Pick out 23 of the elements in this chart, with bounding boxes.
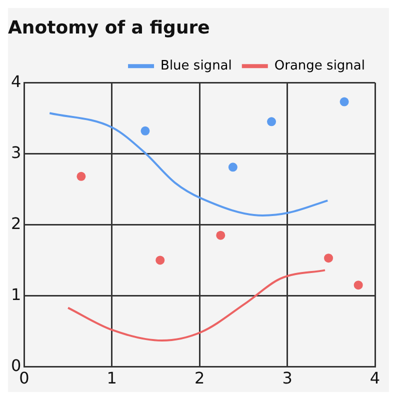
line-series <box>67 269 326 342</box>
legend-label: Blue signal <box>160 58 232 74</box>
point <box>140 126 150 136</box>
line-series <box>48 112 329 216</box>
y-tick-label: 2 <box>10 214 22 233</box>
point <box>216 230 226 240</box>
legend-label: Orange signal <box>274 58 366 74</box>
point <box>324 254 334 263</box>
point <box>156 256 165 265</box>
x-tick-label: 2 <box>194 368 205 388</box>
point <box>228 162 238 172</box>
chart-title: Anotomy of a figure <box>8 17 210 38</box>
y-tick-label: 0 <box>10 356 22 375</box>
point <box>267 117 276 126</box>
point <box>340 97 349 106</box>
x-tick-label: 3 <box>282 368 292 388</box>
x-tick-label: 1 <box>106 368 117 388</box>
y-tick-label: 3 <box>10 142 22 162</box>
y-tick-label: 1 <box>10 284 22 304</box>
y-tick-label: 4 <box>10 72 22 91</box>
point <box>76 172 86 181</box>
x-tick-label: 4 <box>370 368 380 388</box>
point <box>354 280 363 290</box>
